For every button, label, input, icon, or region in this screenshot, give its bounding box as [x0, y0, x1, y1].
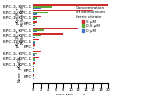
Bar	[33, 48, 34, 49]
Bar	[33, 57, 39, 58]
Bar	[33, 54, 35, 56]
Bar	[33, 4, 108, 6]
Bar	[33, 76, 34, 77]
Text: pKpQIL+
R69c: pKpQIL+ R69c	[16, 29, 24, 47]
Bar	[33, 69, 34, 71]
Bar	[33, 17, 37, 19]
Bar	[33, 60, 35, 61]
Bar	[33, 41, 35, 42]
Bar	[33, 62, 35, 64]
Bar	[33, 16, 40, 17]
Bar	[33, 29, 44, 31]
Bar	[33, 64, 34, 65]
Legend: 5 µM, 0.5 µM, 0 µM: 5 µM, 0.5 µM, 0 µM	[75, 5, 106, 34]
Bar	[33, 78, 34, 79]
Text: None: None	[18, 71, 22, 82]
Bar	[33, 33, 63, 35]
Bar	[33, 51, 40, 52]
Bar	[33, 42, 35, 44]
Text: pKpQIL+
R69c+FEC: pKpQIL+ R69c+FEC	[16, 4, 24, 26]
Bar	[33, 28, 78, 29]
Bar	[33, 44, 35, 46]
Bar	[33, 53, 37, 54]
X-axis label: FDC MIC, mg/L: FDC MIC, mg/L	[56, 94, 86, 95]
Bar	[33, 13, 37, 15]
Bar	[33, 6, 52, 8]
Text: pKpQIL: pKpQIL	[18, 54, 22, 69]
Bar	[33, 21, 37, 23]
Bar	[33, 58, 35, 60]
Bar	[33, 65, 34, 67]
Bar	[33, 31, 37, 32]
Bar	[33, 35, 40, 36]
Bar	[33, 10, 93, 11]
Bar	[33, 37, 35, 38]
Bar	[33, 25, 35, 26]
Bar	[33, 8, 40, 9]
Bar	[33, 74, 34, 76]
Bar	[33, 23, 35, 24]
Bar	[33, 12, 48, 13]
Bar	[33, 71, 34, 72]
Bar	[33, 39, 39, 40]
Bar	[33, 19, 35, 20]
Bar	[33, 46, 34, 48]
Bar	[33, 68, 34, 69]
